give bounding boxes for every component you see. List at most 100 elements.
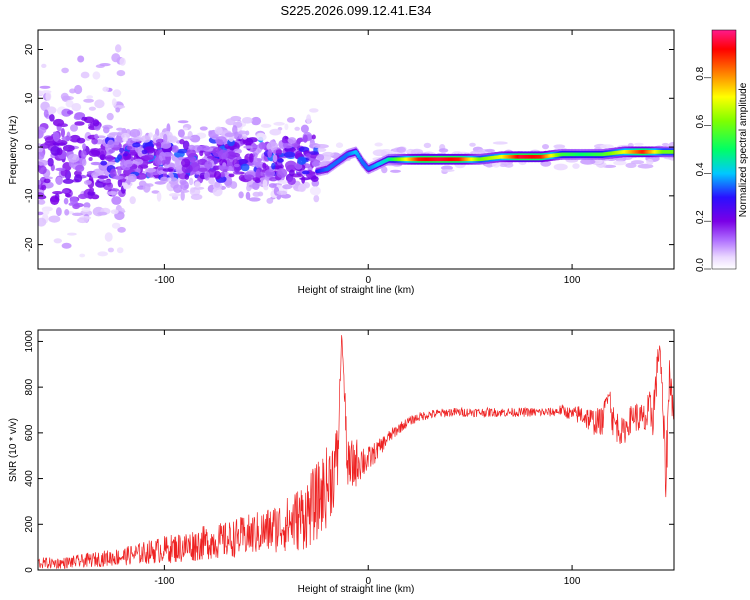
- spectrogram-blob: [264, 169, 276, 178]
- spectrogram-blob: [297, 184, 307, 193]
- spectrogram-blob: [311, 161, 321, 167]
- colorbar-tick-label: 0.2: [695, 210, 706, 224]
- spectrogram-blob: [245, 191, 251, 200]
- spectrogram-blob: [176, 148, 188, 154]
- spectrogram-blob: [306, 114, 312, 124]
- spectrogram-blob: [294, 126, 301, 131]
- spectrogram-blob: [228, 173, 235, 178]
- spectrogram-blob: [297, 156, 307, 165]
- spectrogram-blob: [233, 148, 242, 155]
- colorbar-scale: [712, 30, 736, 269]
- spectrogram-blob: [171, 145, 179, 153]
- spectrogram-blob: [80, 150, 87, 159]
- spectrogram-blob: [100, 160, 108, 166]
- spectrogram-halo: [335, 142, 344, 148]
- spectrogram-blob: [248, 197, 261, 202]
- spectrogram-blob: [188, 144, 196, 151]
- spectrogram-blob: [43, 109, 49, 118]
- spectrogram-blob: [143, 154, 155, 161]
- y-tick-label: 600: [24, 424, 35, 441]
- spectrogram-halo: [381, 166, 388, 174]
- spectrogram-blob: [97, 175, 109, 179]
- spectrogram-blob: [207, 155, 215, 159]
- colorbar-ticks: 0.0 0.2 0.4 0.6 0.8: [695, 66, 711, 272]
- spectrogram-blob: [272, 154, 278, 163]
- spectrogram-blob: [123, 153, 128, 157]
- spectrogram-blob: [80, 71, 90, 79]
- spectrogram-blob: [177, 120, 189, 124]
- spectrogram-blob: [160, 176, 169, 183]
- spectrogram-blob: [38, 211, 44, 216]
- spectrogram-blob: [310, 175, 319, 182]
- spectrogram-blob: [140, 135, 151, 143]
- y-tick-label: 0: [24, 144, 35, 150]
- spectrogram-blob: [300, 124, 309, 133]
- spectrogram-blob: [189, 134, 201, 143]
- spectrogram-blob: [249, 153, 254, 163]
- spectrogram-blob: [107, 133, 116, 138]
- spectrogram-blob: [119, 57, 126, 66]
- spectrogram-blob: [309, 186, 321, 196]
- spectrogram-blob: [97, 251, 108, 257]
- spectrogram-blob: [47, 157, 54, 167]
- spectrogram-blob: [233, 163, 240, 168]
- snr-ylabel: SNR (10 * v/v): [8, 418, 19, 482]
- spectrogram-blob: [168, 136, 178, 143]
- spectrogram-blob: [71, 103, 82, 112]
- x-tick-label: 0: [365, 275, 371, 286]
- spectrogram-blob: [74, 121, 85, 126]
- spectrogram-blob: [117, 154, 122, 160]
- spectrogram-blob: [106, 112, 114, 121]
- spectrogram-blob: [65, 193, 71, 198]
- spectrogram-blob: [50, 195, 60, 205]
- spectrogram-blob: [142, 183, 151, 193]
- spectrogram-blob: [131, 136, 144, 142]
- y-tick-label: 400: [24, 470, 35, 487]
- spectrogram-blob: [180, 191, 185, 201]
- spectrogram-blob: [115, 44, 122, 53]
- spectrogram-blob: [87, 191, 96, 196]
- spectrogram-blob: [227, 165, 233, 172]
- spectrogram-blob: [177, 129, 185, 138]
- spectrogram-blob: [64, 209, 70, 216]
- spectrogram-halo: [312, 144, 329, 149]
- spectrogram-blob: [115, 107, 121, 113]
- spectrogram-blob: [302, 134, 308, 143]
- spectrogram-blob: [123, 159, 133, 168]
- spectrogram-blob: [266, 143, 271, 150]
- colorbar-tick-label: 0.4: [695, 162, 706, 176]
- spectrogram-blob: [208, 130, 213, 135]
- spectrogram-blob: [52, 191, 63, 195]
- spectrogram-blob: [269, 128, 282, 136]
- colorbar-tick-label: 0.8: [695, 66, 706, 80]
- spectrogram-blob: [65, 99, 74, 108]
- spectrogram-blob: [67, 153, 80, 163]
- spectrogram-blob: [83, 116, 95, 124]
- spectrogram-blob: [92, 119, 100, 127]
- spectrogram-blob: [218, 166, 230, 170]
- x-tick-label: 0: [365, 576, 371, 587]
- spectrogram-blob: [104, 155, 115, 162]
- spectrogram-halo: [469, 142, 476, 147]
- spectrogram-blob: [260, 123, 272, 128]
- spectrogram-blob: [188, 177, 194, 186]
- spectrogram-blob: [123, 184, 131, 189]
- spectrogram-blob: [117, 166, 122, 176]
- spectrogram-blob: [161, 159, 166, 165]
- spectrogram-blob: [241, 117, 253, 124]
- spectrogram-blob: [61, 136, 72, 141]
- spectrogram-blob: [38, 199, 46, 205]
- spectrogram-blob: [67, 232, 77, 236]
- spectrogram-halo: [423, 142, 432, 149]
- spectrogram-blob: [62, 144, 75, 152]
- spectrogram-halo: [438, 148, 449, 153]
- spectrogram-blob: [194, 181, 201, 188]
- spectrogram-blob: [38, 90, 44, 96]
- spectrogram-halo: [492, 141, 508, 145]
- spectrogram-blob: [88, 106, 96, 111]
- spectrogram-halo: [646, 158, 654, 165]
- spectrogram-halo: [396, 146, 406, 153]
- spectrogram-halo: [600, 144, 614, 149]
- spectrogram-blob: [262, 162, 267, 170]
